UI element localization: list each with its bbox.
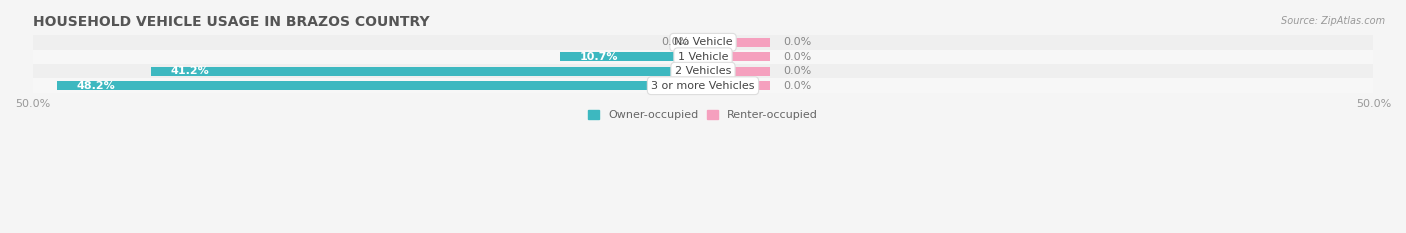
Text: HOUSEHOLD VEHICLE USAGE IN BRAZOS COUNTRY: HOUSEHOLD VEHICLE USAGE IN BRAZOS COUNTR…: [32, 15, 429, 29]
Bar: [32, 35, 1374, 50]
Bar: [703, 52, 770, 61]
Text: 0.0%: 0.0%: [661, 37, 689, 47]
Text: 2 Vehicles: 2 Vehicles: [675, 66, 731, 76]
Text: 1 Vehicle: 1 Vehicle: [678, 52, 728, 62]
Text: 0.0%: 0.0%: [783, 52, 811, 62]
Bar: [32, 50, 1374, 64]
Text: 48.2%: 48.2%: [77, 81, 115, 91]
Text: 10.7%: 10.7%: [579, 52, 619, 62]
Bar: [703, 67, 770, 76]
Bar: [56, 81, 703, 90]
Text: 0.0%: 0.0%: [783, 66, 811, 76]
Text: 0.0%: 0.0%: [783, 37, 811, 47]
Bar: [703, 38, 770, 47]
Bar: [32, 79, 1374, 93]
Bar: [560, 52, 703, 61]
Bar: [703, 81, 770, 90]
Text: No Vehicle: No Vehicle: [673, 37, 733, 47]
Bar: [32, 64, 1374, 79]
Legend: Owner-occupied, Renter-occupied: Owner-occupied, Renter-occupied: [583, 106, 823, 125]
Bar: [150, 67, 703, 76]
Text: 0.0%: 0.0%: [783, 81, 811, 91]
Text: Source: ZipAtlas.com: Source: ZipAtlas.com: [1281, 16, 1385, 26]
Text: 41.2%: 41.2%: [170, 66, 209, 76]
Text: 3 or more Vehicles: 3 or more Vehicles: [651, 81, 755, 91]
